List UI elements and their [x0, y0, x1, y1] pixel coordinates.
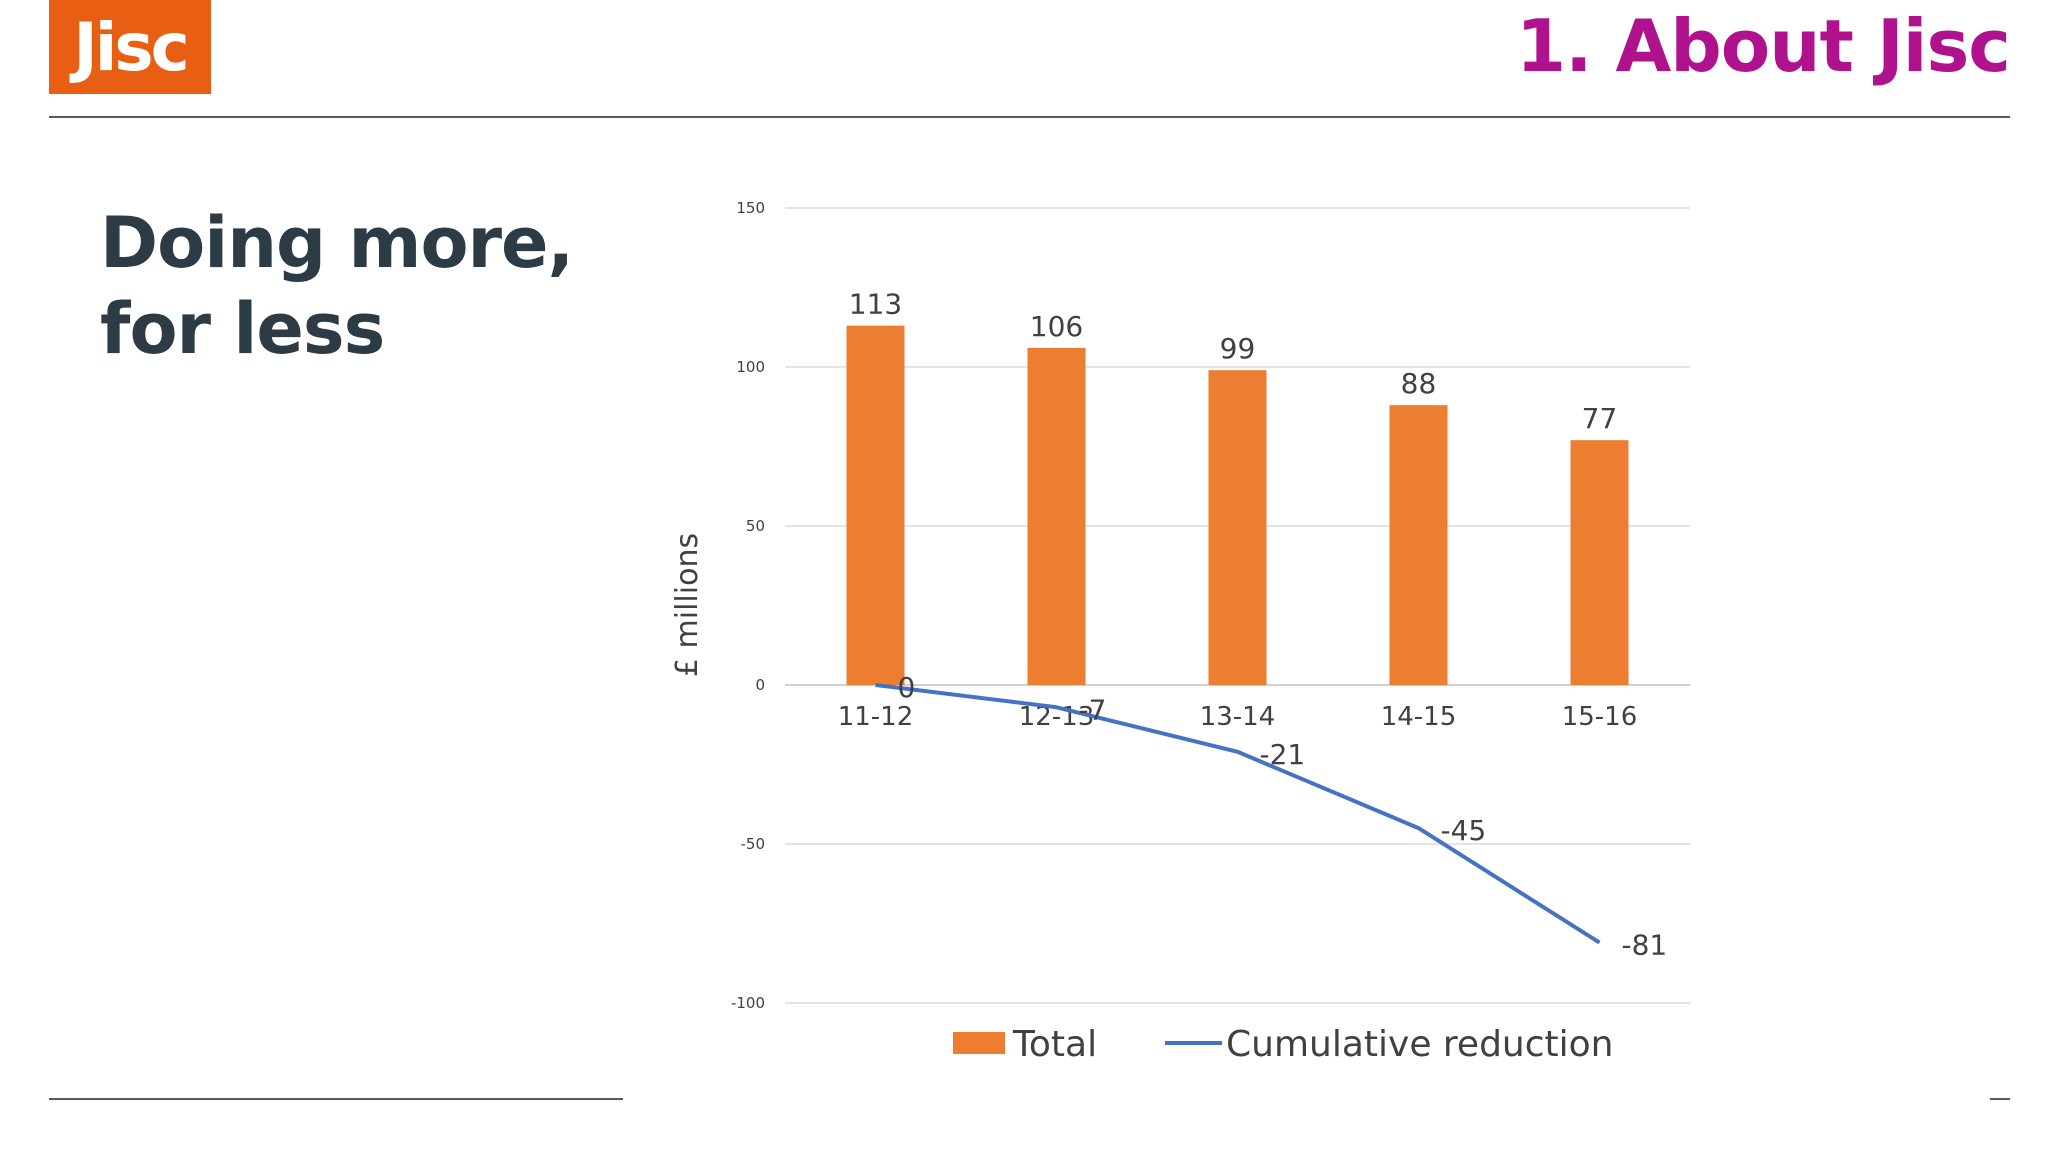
- line-data-label: -81: [1622, 929, 1668, 962]
- x-tick-label: 11-12: [838, 702, 914, 732]
- bottom-divider-left: [49, 1098, 623, 1100]
- legend-label-cumulative: Cumulative reduction: [1226, 1024, 1614, 1065]
- bar-data-label: 99: [1220, 332, 1256, 365]
- heading-line-1: Doing more,: [100, 202, 574, 284]
- bar: [846, 325, 905, 685]
- bar: [1570, 440, 1629, 685]
- y-tick-label: 150: [736, 199, 765, 217]
- bar-data-label: 88: [1401, 367, 1437, 400]
- bar-data-label: 106: [1030, 310, 1083, 343]
- line-data-label: -7: [1079, 693, 1107, 726]
- bottom-divider-right: [1990, 1098, 2010, 1100]
- x-tick-label: 15-16: [1562, 702, 1638, 732]
- jisc-logo: Jisc: [49, 0, 211, 94]
- y-axis-label: £ millions: [670, 533, 705, 677]
- cumulative-line: 0 -7 -21 -45 -81: [875, 671, 1668, 962]
- y-tick-label: 50: [746, 517, 765, 535]
- bar: [1208, 370, 1267, 685]
- x-tick-label: 14-15: [1381, 702, 1457, 732]
- heading-line-2: for less: [100, 288, 385, 370]
- bar: [1389, 405, 1448, 685]
- bar: [1027, 347, 1086, 685]
- x-axis-ticks: 11-12 12-13 13-14 14-15 15-16: [838, 702, 1638, 732]
- y-tick-label: -100: [731, 994, 765, 1012]
- slide-heading: Doing more, for less: [100, 200, 574, 372]
- bars: 113 106 99 88 77: [846, 288, 1629, 685]
- line-data-label: 0: [898, 671, 916, 704]
- legend: Total Cumulative reduction: [953, 1024, 1614, 1065]
- legend-swatch-total: [953, 1032, 1005, 1054]
- bar-data-label: 113: [849, 288, 902, 321]
- y-tick-label: 100: [736, 358, 765, 376]
- x-tick-label: 13-14: [1200, 702, 1276, 732]
- line-data-label: -21: [1260, 738, 1306, 771]
- bar-data-label: 77: [1582, 402, 1618, 435]
- section-title: 1. About Jisc: [1516, 4, 2011, 88]
- line-data-label: -45: [1441, 814, 1487, 847]
- top-divider: [49, 116, 2010, 118]
- y-axis-ticks: 150 100 50 0 -50 -100: [731, 199, 765, 1012]
- legend-label-total: Total: [1012, 1024, 1097, 1065]
- cumulative-series-line: [875, 683, 1601, 945]
- y-tick-label: -50: [741, 835, 766, 853]
- y-tick-label: 0: [755, 676, 765, 694]
